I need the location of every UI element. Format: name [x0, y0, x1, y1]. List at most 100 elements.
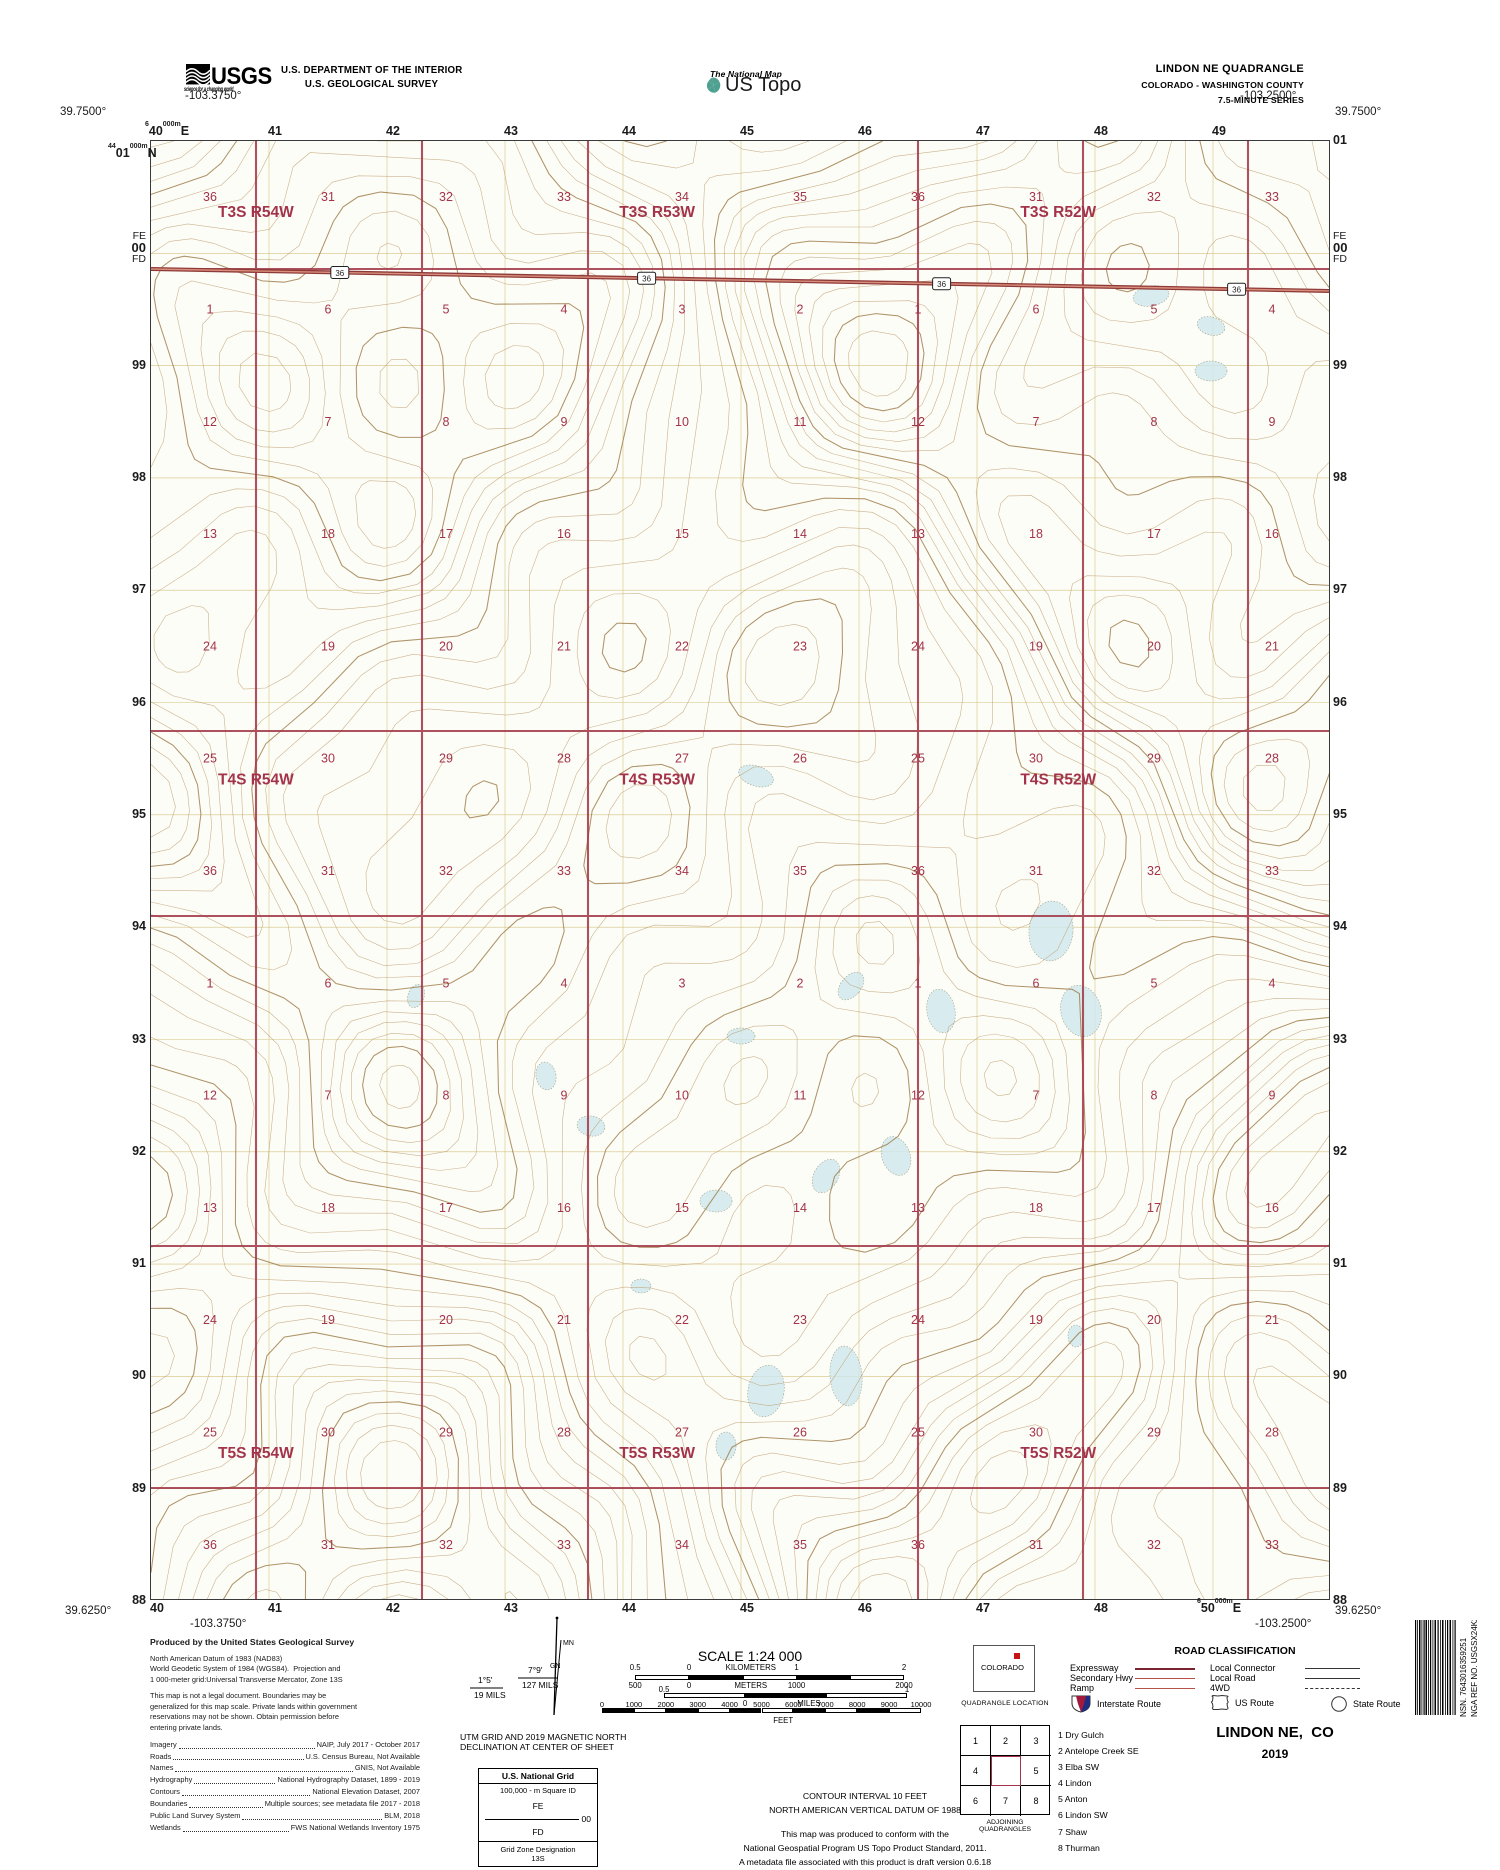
svg-text:22: 22 [675, 639, 689, 653]
svg-text:36: 36 [203, 1538, 217, 1552]
svg-text:13: 13 [203, 1201, 217, 1215]
svg-text:127 MILS: 127 MILS [522, 1680, 559, 1690]
svg-text:2: 2 [797, 976, 804, 990]
svg-text:3: 3 [679, 976, 686, 990]
svg-text:T5S R52W: T5S R52W [1020, 1445, 1096, 1462]
svg-text:33: 33 [1265, 864, 1279, 878]
svg-text:5: 5 [443, 976, 450, 990]
svg-text:7: 7 [1033, 1089, 1040, 1103]
svg-text:8: 8 [443, 415, 450, 429]
svg-text:24: 24 [911, 1313, 925, 1327]
svg-text:10: 10 [675, 1089, 689, 1103]
svg-text:9: 9 [1269, 415, 1276, 429]
svg-text:26: 26 [793, 752, 807, 766]
svg-text:MN: MN [563, 1640, 574, 1647]
svg-text:34: 34 [675, 190, 689, 204]
svg-text:36: 36 [911, 864, 925, 878]
svg-text:NGA REF NO. USGSX24K25801: NGA REF NO. USGSX24K25801 [1470, 1620, 1479, 1717]
svg-text:19: 19 [1029, 1313, 1043, 1327]
svg-text:21: 21 [557, 1313, 571, 1327]
svg-text:12: 12 [203, 415, 217, 429]
svg-text:23: 23 [793, 639, 807, 653]
svg-text:T4S R54W: T4S R54W [218, 771, 294, 788]
svg-text:4: 4 [1269, 303, 1276, 317]
svg-text:31: 31 [321, 190, 335, 204]
svg-text:10: 10 [675, 415, 689, 429]
svg-text:31: 31 [1029, 864, 1043, 878]
svg-text:32: 32 [439, 864, 453, 878]
svg-text:8: 8 [443, 1089, 450, 1103]
svg-text:32: 32 [439, 190, 453, 204]
svg-text:16: 16 [557, 527, 571, 541]
svg-text:18: 18 [321, 527, 335, 541]
svg-text:1: 1 [207, 303, 214, 317]
svg-text:5: 5 [1151, 976, 1158, 990]
svg-text:13: 13 [911, 1201, 925, 1215]
svg-text:32: 32 [439, 1538, 453, 1552]
svg-text:T5S R53W: T5S R53W [619, 1445, 695, 1462]
svg-text:T3S R54W: T3S R54W [218, 204, 294, 221]
svg-text:16: 16 [557, 1201, 571, 1215]
svg-text:6: 6 [1033, 976, 1040, 990]
svg-text:12: 12 [911, 1089, 925, 1103]
svg-text:7: 7 [1033, 415, 1040, 429]
svg-text:22: 22 [675, 1313, 689, 1327]
svg-text:13: 13 [911, 527, 925, 541]
svg-text:29: 29 [1147, 1426, 1161, 1440]
svg-text:36: 36 [911, 190, 925, 204]
svg-text:25: 25 [911, 752, 925, 766]
svg-text:29: 29 [1147, 752, 1161, 766]
svg-text:15: 15 [675, 1201, 689, 1215]
svg-text:1: 1 [207, 976, 214, 990]
svg-text:35: 35 [793, 864, 807, 878]
svg-text:34: 34 [675, 864, 689, 878]
svg-text:29: 29 [439, 1426, 453, 1440]
svg-text:6: 6 [1033, 303, 1040, 317]
svg-text:T3S R52W: T3S R52W [1020, 204, 1096, 221]
svg-text:24: 24 [203, 1313, 217, 1327]
svg-text:19: 19 [321, 1313, 335, 1327]
svg-text:1: 1 [915, 976, 922, 990]
svg-text:32: 32 [1147, 1538, 1161, 1552]
svg-text:19: 19 [1029, 639, 1043, 653]
svg-text:24: 24 [203, 639, 217, 653]
svg-text:4: 4 [1269, 976, 1276, 990]
svg-text:34: 34 [675, 1538, 689, 1552]
svg-text:5: 5 [1151, 303, 1158, 317]
svg-text:11: 11 [794, 1089, 807, 1103]
svg-text:17: 17 [1147, 527, 1161, 541]
svg-text:3: 3 [679, 303, 686, 317]
svg-text:20: 20 [439, 639, 453, 653]
svg-text:25: 25 [911, 1426, 925, 1440]
svg-text:27: 27 [675, 752, 689, 766]
svg-text:18: 18 [321, 1201, 335, 1215]
svg-text:1°5': 1°5' [478, 1675, 493, 1685]
svg-text:21: 21 [1265, 1313, 1279, 1327]
svg-text:14: 14 [793, 527, 807, 541]
svg-text:33: 33 [557, 190, 571, 204]
svg-text:33: 33 [557, 1538, 571, 1552]
svg-text:33: 33 [557, 864, 571, 878]
svg-text:29: 29 [439, 752, 453, 766]
svg-text:24: 24 [911, 639, 925, 653]
svg-text:20: 20 [1147, 1313, 1161, 1327]
svg-text:6: 6 [325, 303, 332, 317]
svg-text:36: 36 [1232, 286, 1241, 295]
svg-text:36: 36 [203, 190, 217, 204]
svg-text:6: 6 [325, 976, 332, 990]
svg-text:16: 16 [1265, 527, 1279, 541]
svg-text:9: 9 [561, 415, 568, 429]
svg-text:2: 2 [797, 303, 804, 317]
svg-text:25: 25 [203, 1426, 217, 1440]
svg-text:31: 31 [321, 864, 335, 878]
svg-text:30: 30 [321, 752, 335, 766]
svg-text:21: 21 [557, 639, 571, 653]
svg-text:28: 28 [557, 752, 571, 766]
svg-text:12: 12 [203, 1089, 217, 1103]
svg-text:7: 7 [325, 415, 332, 429]
svg-text:31: 31 [1029, 190, 1043, 204]
svg-text:30: 30 [1029, 1426, 1043, 1440]
svg-text:31: 31 [1029, 1538, 1043, 1552]
svg-text:18: 18 [1029, 1201, 1043, 1215]
svg-text:36: 36 [911, 1538, 925, 1552]
